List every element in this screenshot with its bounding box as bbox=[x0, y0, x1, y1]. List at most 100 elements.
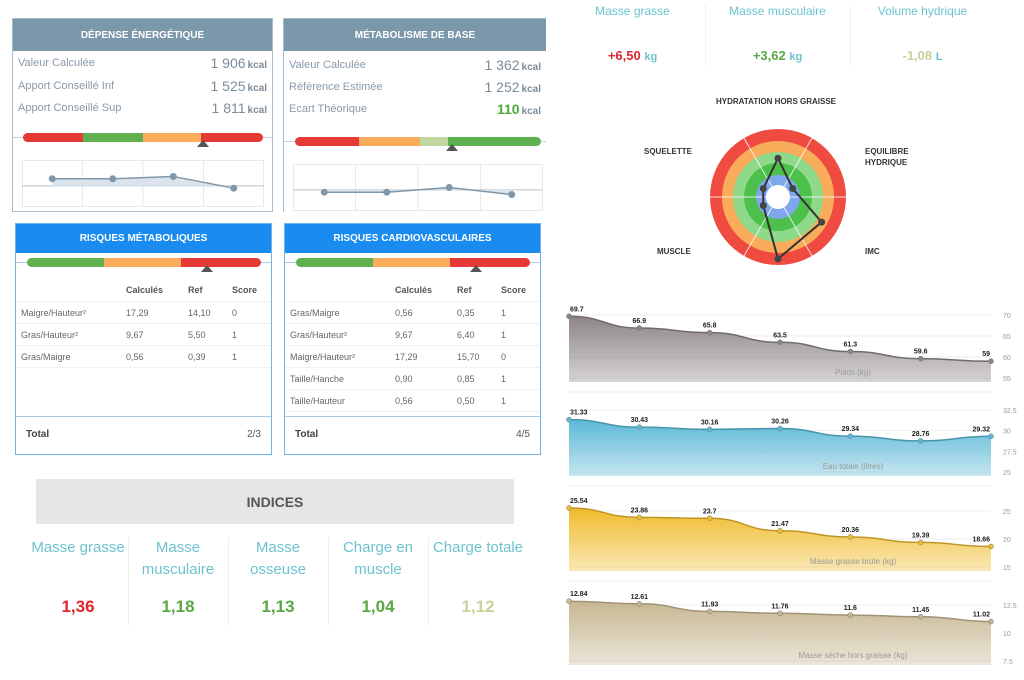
index-label: Masse grasse bbox=[31, 539, 125, 556]
index-label: Masse musculaire bbox=[141, 539, 215, 578]
y-tick-label: 10 bbox=[1003, 631, 1011, 638]
row-value: 1 362 bbox=[484, 57, 520, 73]
table-cell: Gras/Hauteur² bbox=[290, 329, 348, 340]
data-point bbox=[636, 325, 643, 331]
radar-point bbox=[759, 202, 767, 209]
row-label: Référence Estimée bbox=[289, 81, 383, 93]
data-label: 30.43 bbox=[631, 417, 649, 424]
metabolism-row: Ecart Théorique 110 kcal bbox=[289, 99, 541, 119]
data-point bbox=[777, 425, 783, 432]
y-tick-label: 27.5 bbox=[1003, 449, 1017, 456]
radar-label-water-balance: EQUILIBRE HYDRIQUE bbox=[865, 147, 909, 167]
data-point bbox=[566, 505, 572, 511]
table-row: Gras/Maigre 0,56 0,39 1 bbox=[16, 346, 271, 368]
data-point bbox=[566, 313, 572, 320]
sparkline-point bbox=[48, 175, 56, 183]
data-point bbox=[777, 528, 783, 534]
table-row: Taille/Hanche 0,90 0,85 1 bbox=[285, 368, 540, 390]
data-label: 28.76 bbox=[912, 431, 930, 438]
energy-title: DÉPENSE ÉNERGÉTIQUE bbox=[13, 19, 272, 51]
sparkline-point bbox=[383, 188, 391, 196]
data-label: 69.7 bbox=[570, 306, 584, 313]
table-row: Gras/Hauteur² 9,67 6,40 1 bbox=[285, 324, 540, 346]
sparkline-point bbox=[169, 172, 177, 180]
index-value: 1,04 bbox=[361, 597, 395, 616]
table-cell: Gras/Hauteur² bbox=[21, 329, 79, 340]
table-cell: 1 bbox=[232, 329, 238, 340]
table-cell: 0 bbox=[232, 307, 238, 318]
total-value: 4/5 bbox=[516, 429, 530, 440]
column-header: Calculés bbox=[126, 284, 164, 295]
chart-title: Eau totale (litres) bbox=[823, 462, 884, 471]
table-cell: 0,35 bbox=[457, 307, 475, 318]
radar-point bbox=[789, 185, 797, 192]
change-value: +3,62 kg bbox=[705, 48, 850, 63]
trend-charts: 55 60 65 70 69.7 66.9 65.8 63.5 61.3 59.6 59 Poids … bbox=[566, 306, 1017, 666]
data-label: 31.33 bbox=[570, 410, 588, 417]
data-point bbox=[706, 608, 713, 615]
sparkline-point bbox=[445, 184, 453, 191]
energy-row: Apport Conseillé Sup 1 811 kcal bbox=[18, 98, 267, 118]
table-cell: 0,56 bbox=[395, 395, 413, 406]
change-unit: kg bbox=[644, 51, 658, 63]
row-label: Valeur Calculée bbox=[18, 57, 95, 69]
y-tick-label: 60 bbox=[1003, 355, 1011, 362]
energy-sparkline bbox=[22, 160, 264, 207]
radar-axis bbox=[783, 207, 813, 257]
radar-label-hydration: HYDRATATION HORS GRAISSE bbox=[716, 97, 837, 106]
index-value: 1,36 bbox=[61, 597, 95, 616]
data-label: 11.93 bbox=[701, 601, 718, 608]
cardio-risk-total: Total 4/5 bbox=[285, 416, 540, 452]
y-tick-label: 32.5 bbox=[1003, 408, 1017, 415]
table-cell: 6,40 bbox=[457, 329, 475, 340]
index-value: 1,13 bbox=[261, 597, 295, 616]
metabolism-gauge bbox=[295, 137, 541, 146]
data-label: 21.47 bbox=[771, 521, 789, 528]
change-label: Masse musculaire bbox=[729, 4, 826, 18]
radar-label-skeleton: SQUELETTE bbox=[644, 147, 693, 156]
data-label: 12.84 bbox=[570, 591, 588, 598]
data-point bbox=[917, 355, 924, 362]
gauge-marker bbox=[201, 265, 214, 272]
column-header: Score bbox=[232, 284, 258, 295]
gauge-marker bbox=[446, 144, 459, 151]
radar-chart bbox=[710, 129, 846, 265]
y-tick-label: 25 bbox=[1003, 509, 1011, 516]
radar-point bbox=[774, 154, 782, 162]
metabolism-row: Valeur Calculée 1 362 kcal bbox=[289, 55, 541, 75]
table-cell: Maigre/Hauteur² bbox=[290, 351, 356, 362]
data-label: 30.16 bbox=[701, 419, 719, 426]
table-cell: 1 bbox=[501, 307, 507, 318]
data-label: 25.54 bbox=[570, 498, 588, 505]
table-header: Calculés Ref Score bbox=[285, 278, 540, 302]
metabolic-risk-gauge bbox=[27, 258, 261, 267]
y-tick-label: 30 bbox=[1003, 429, 1011, 436]
data-label: 66.9 bbox=[633, 318, 647, 325]
index-label: Charge en muscle bbox=[342, 539, 414, 578]
row-value: 110 bbox=[496, 101, 520, 117]
table-cell: 0,85 bbox=[457, 373, 475, 384]
row-label: Apport Conseillé Inf bbox=[18, 80, 114, 92]
radar-axis bbox=[743, 207, 773, 257]
cardio-risk-gauge bbox=[296, 258, 530, 267]
y-tick-label: 7.5 bbox=[1003, 659, 1013, 666]
table-cell: Gras/Maigre bbox=[21, 351, 71, 362]
sparkline-point bbox=[320, 188, 328, 196]
data-label: 65.8 bbox=[703, 323, 717, 330]
energy-row: Valeur Calculée 1 906 kcal bbox=[18, 53, 267, 73]
change-unit: L bbox=[935, 51, 943, 63]
cardio-risk-card: RISQUES CARDIOVASCULAIRES Calculés Ref Sco… bbox=[284, 223, 541, 455]
data-label: 30.26 bbox=[771, 419, 789, 426]
y-tick-label: 15 bbox=[1003, 565, 1011, 572]
row-value: 1 906 bbox=[210, 55, 246, 71]
row-unit: kcal bbox=[521, 106, 541, 117]
y-tick-label: 20 bbox=[1003, 537, 1011, 544]
table-cell: 9,67 bbox=[395, 329, 413, 340]
change-value: +6,50 kg bbox=[560, 48, 705, 63]
row-label: Ecart Théorique bbox=[289, 103, 368, 115]
data-point bbox=[847, 433, 854, 439]
change-value: -1,08 L bbox=[850, 48, 995, 63]
row-unit: kcal bbox=[247, 105, 267, 116]
table-cell: Gras/Maigre bbox=[290, 307, 340, 318]
energy-card: DÉPENSE ÉNERGÉTIQUE Valeur Calculée 1 906… bbox=[12, 18, 273, 212]
